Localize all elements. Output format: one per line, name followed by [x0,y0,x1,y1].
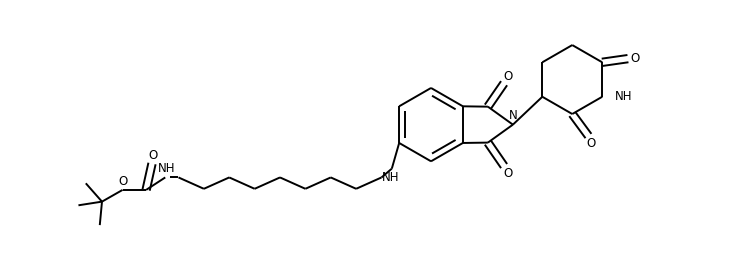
Text: O: O [631,52,640,65]
Text: N: N [509,109,517,122]
Text: NH: NH [383,171,400,184]
Text: O: O [587,137,596,150]
Text: O: O [118,175,128,188]
Text: O: O [503,167,512,180]
Text: NH: NH [158,162,175,175]
Text: O: O [504,70,513,83]
Text: O: O [148,149,158,162]
Text: NH: NH [615,90,632,103]
